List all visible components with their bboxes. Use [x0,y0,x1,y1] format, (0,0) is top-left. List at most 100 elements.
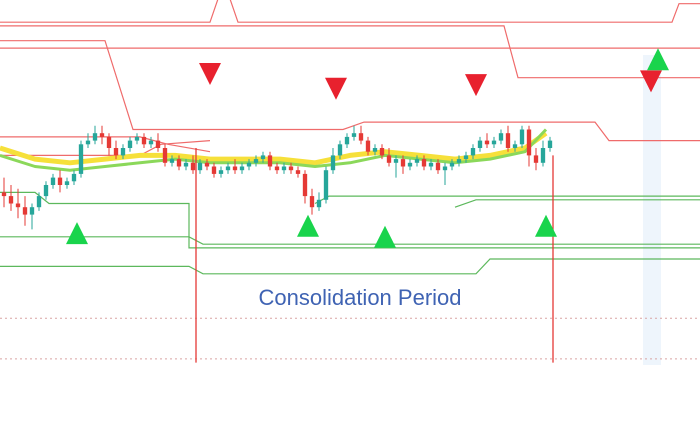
support-line-0 [0,191,700,249]
resistance-line-4 [0,136,211,153]
candle-body-49 [344,136,350,145]
annotation-label: Consolidation Period [258,285,461,310]
candles [1,125,553,230]
candle-body-22 [155,140,161,148]
candle-body-55 [386,155,392,163]
candle-body-28 [197,162,203,171]
candle-body-10 [71,173,77,182]
candle-body-51 [358,133,364,141]
candle-body-72 [505,133,511,148]
candle-body-59 [414,159,420,163]
support-line-4 [454,199,700,208]
candle-body-65 [456,159,462,163]
candle-body-9 [64,181,70,185]
resistance-line-0 [0,0,700,23]
candle-body-4 [29,207,35,215]
candle-body-36 [253,159,259,163]
candle-body-27 [190,162,196,171]
sell-marker-1 [325,77,347,100]
candle-body-34 [239,166,245,171]
candle-body-44 [309,196,315,208]
candle-body-60 [421,159,427,167]
candle-body-1 [8,196,14,204]
candle-body-12 [85,140,91,145]
candle-body-66 [463,155,469,160]
candle-body-70 [491,140,497,145]
candle-body-19 [134,136,140,141]
sell-marker-0 [199,63,221,85]
candle-body-48 [337,144,343,156]
right-edge-highlight [643,55,661,365]
buy-marker-2 [374,225,396,248]
candle-body-26 [183,162,189,167]
candle-body-74 [519,129,525,145]
candle-body-13 [92,133,98,141]
candle-body-77 [540,148,546,163]
candle-body-33 [232,166,238,171]
candle-body-5 [36,196,42,208]
candle-body-56 [393,159,399,163]
candle-body-35 [246,162,252,167]
buy-marker-4 [647,48,669,71]
candle-body-41 [288,166,294,171]
candle-body-78 [547,140,553,148]
candle-body-14 [99,133,105,137]
candle-body-3 [22,207,28,215]
candle-body-11 [78,144,84,174]
candle-body-73 [512,144,518,148]
buy-marker-3 [535,214,557,237]
sell-marker-3 [640,70,662,93]
candle-body-42 [295,170,301,174]
signal-markers [66,48,669,248]
candle-body-39 [274,166,280,171]
candle-body-0 [1,192,7,197]
candle-body-67 [470,148,476,156]
candle-body-52 [365,140,371,152]
candle-body-20 [141,136,147,145]
support-line-2 [0,258,700,275]
buy-marker-1 [297,214,319,237]
resistance-line-1 [0,25,700,79]
candle-body-76 [533,155,539,163]
candle-body-32 [225,166,231,171]
candle-body-37 [260,155,266,160]
candle-body-29 [204,162,210,167]
candle-body-7 [50,177,56,185]
candle-body-8 [57,177,63,185]
candle-body-46 [323,170,329,200]
candle-body-50 [351,133,357,137]
vertical-spikes [195,148,554,363]
candle-body-38 [267,155,273,167]
candle-body-31 [218,170,224,174]
candle-body-45 [316,199,322,208]
candle-body-69 [484,140,490,145]
candle-body-53 [372,148,378,152]
candle-body-18 [127,140,133,148]
candle-body-30 [211,166,217,174]
resistance-line-5 [0,140,211,156]
candle-body-2 [15,203,21,208]
candle-body-62 [435,162,441,171]
candle-body-54 [379,148,385,156]
candle-body-6 [43,185,49,197]
candle-body-24 [169,159,175,163]
sell-marker-2 [465,74,487,97]
candle-body-64 [449,162,455,167]
candle-body-16 [113,148,119,156]
candle-body-17 [120,148,126,156]
dotted-lines [0,317,700,360]
candle-body-15 [106,136,112,148]
support-line-1 [0,236,700,245]
candle-body-23 [162,148,168,163]
candle-body-21 [148,140,154,145]
candle-body-75 [526,129,532,156]
candle-body-61 [428,162,434,167]
candle-body-25 [176,159,182,167]
candle-body-68 [477,140,483,148]
buy-marker-0 [66,222,88,245]
candle-body-63 [442,166,448,171]
candle-body-71 [498,133,504,141]
ma-slow-line [0,128,548,172]
